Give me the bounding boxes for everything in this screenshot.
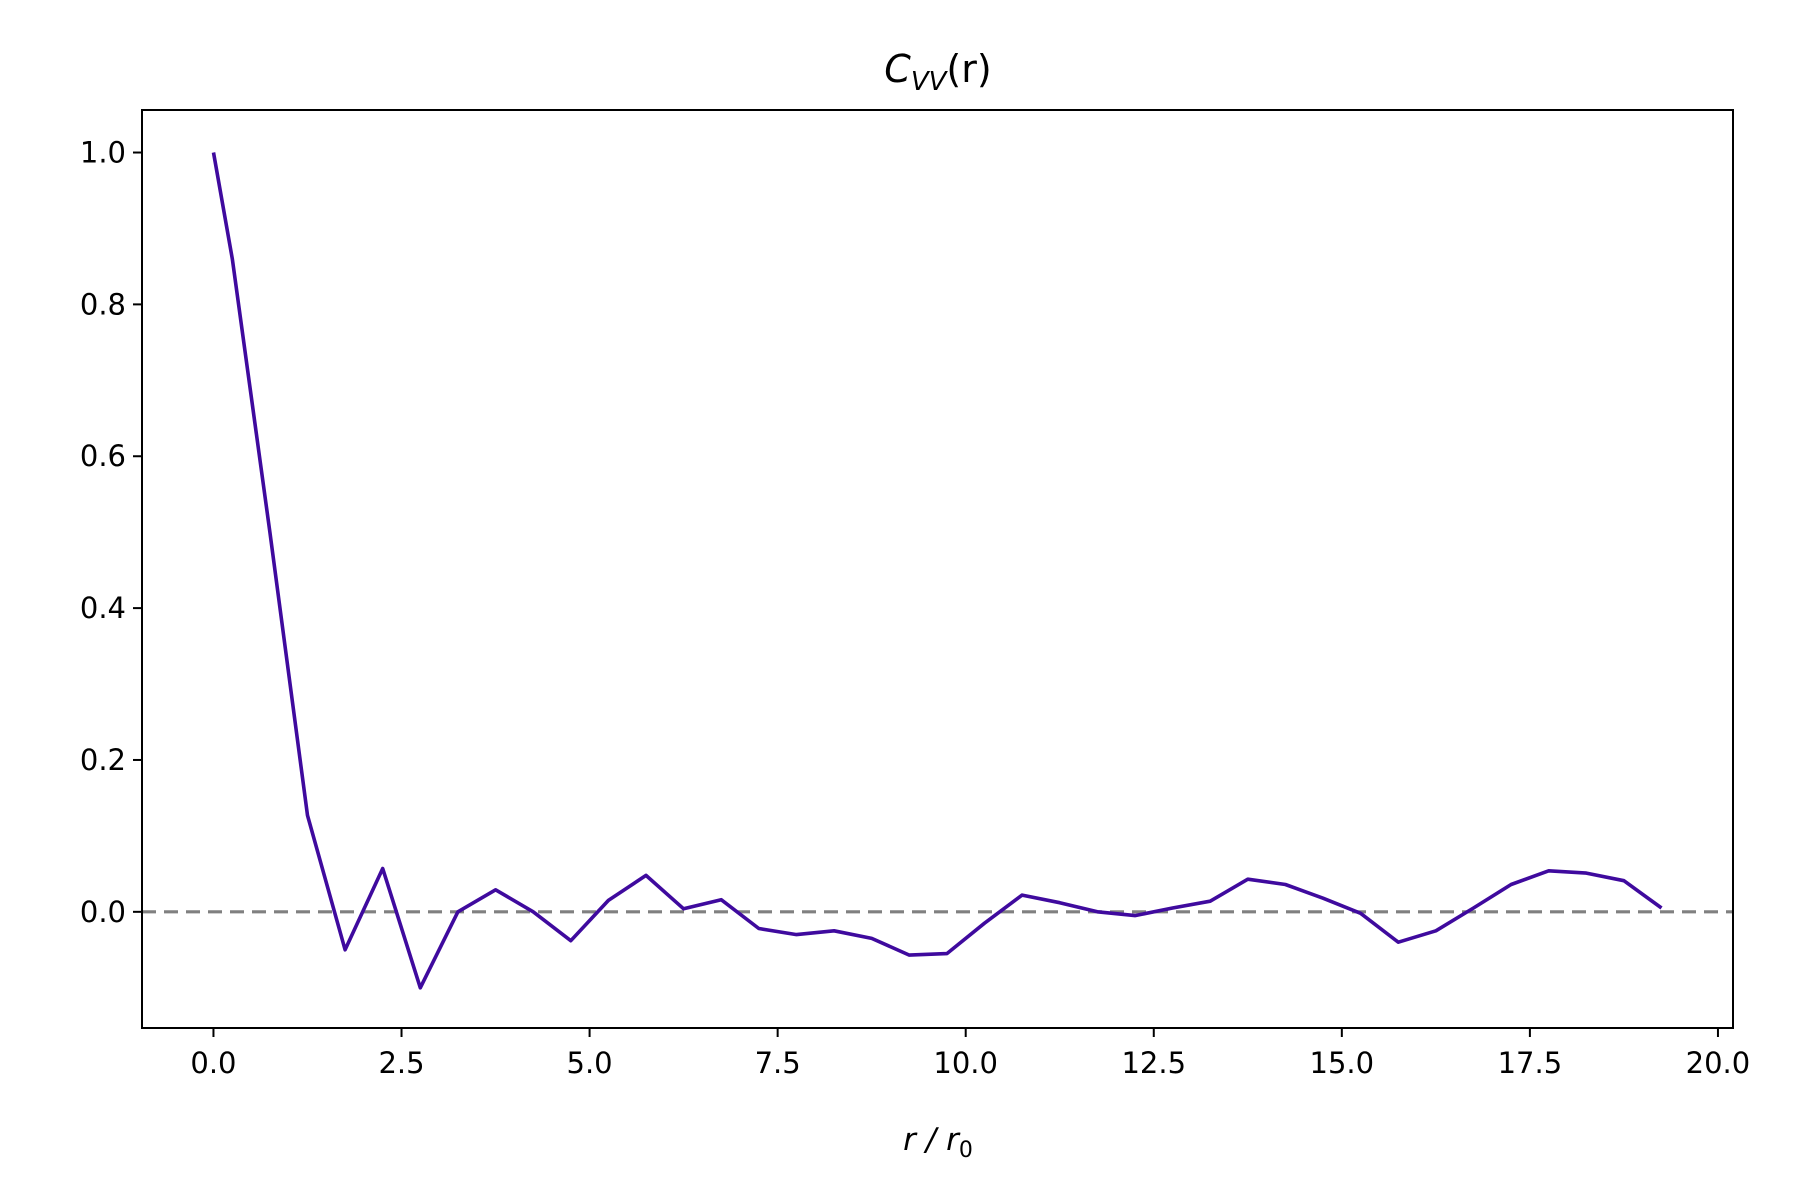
- x-axis-ticks: 0.0 2.5 5.0 7.5 10.0 12.5 15.0 17.5 20.0: [190, 1028, 1750, 1080]
- x-tick-label: 12.5: [1121, 1046, 1186, 1080]
- series-line: [211, 152, 1663, 990]
- y-tick-label: 0.0: [80, 895, 126, 929]
- y-axis-ticks: 0.0 0.2 0.4 0.6 0.8 1.0: [80, 136, 142, 929]
- y-tick-label: 0.4: [80, 591, 126, 625]
- y-tick-label: 0.2: [80, 743, 126, 777]
- x-tick-label: 10.0: [933, 1046, 998, 1080]
- x-tick-label: 2.5: [378, 1046, 424, 1080]
- chart-title: CVV(r): [884, 47, 991, 97]
- y-tick-label: 1.0: [80, 136, 126, 170]
- y-tick-label: 0.6: [80, 439, 126, 473]
- y-tick-label: 0.8: [80, 287, 126, 321]
- plot-area-frame: [141, 109, 1734, 1029]
- x-tick-label: 15.0: [1310, 1046, 1375, 1080]
- series-lines: [211, 152, 1663, 990]
- x-tick-label: 17.5: [1498, 1046, 1563, 1080]
- x-tick-label: 20.0: [1686, 1046, 1751, 1080]
- x-tick-label: 0.0: [190, 1046, 236, 1080]
- x-tick-label: 7.5: [755, 1046, 801, 1080]
- x-tick-label: 5.0: [567, 1046, 613, 1080]
- x-axis-title: r / r0: [903, 1122, 973, 1163]
